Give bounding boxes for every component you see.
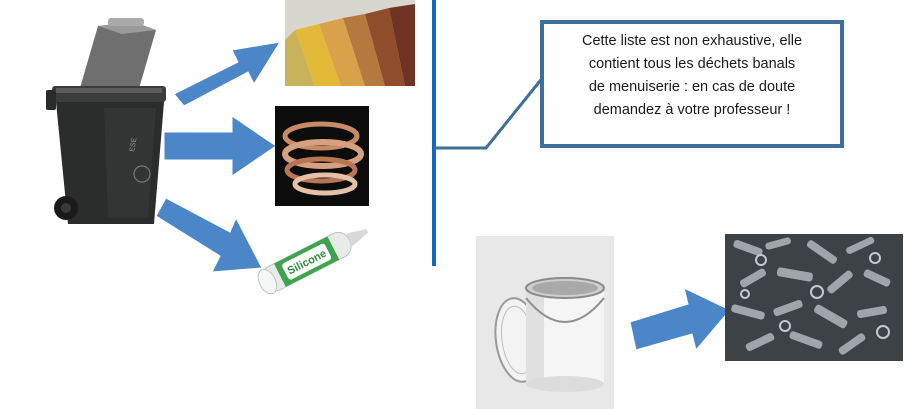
- arrow-to-sandpaper: [173, 41, 282, 107]
- arrow-to-metal-scrap: [629, 287, 731, 352]
- edge-banding-icon: [275, 106, 369, 206]
- callout-line: de menuiserie : en cas de doute: [588, 79, 796, 95]
- paint-can-icon: [476, 236, 614, 409]
- bin-brand: ESE: [129, 137, 138, 152]
- silicone-tube-icon: Silicone: [257, 228, 369, 295]
- sandpaper-icon: [285, 0, 415, 86]
- wheelie-bin-icon: ESE: [46, 18, 166, 224]
- callout-bubble: [434, 20, 844, 150]
- arrow-to-silicone: [155, 197, 263, 273]
- arrow-to-edge-banding: [163, 115, 277, 177]
- callout-line: contient tous les déchets banals: [588, 56, 796, 72]
- metal-scrap-icon: [725, 234, 903, 361]
- callout-line: demandez à votre professeur !: [593, 102, 791, 118]
- callout-line: Cette liste est non exhaustive, elle: [581, 33, 803, 49]
- callout-text: Cette liste est non exhaustive, elle con…: [546, 30, 838, 122]
- vertical-divider: [432, 0, 436, 266]
